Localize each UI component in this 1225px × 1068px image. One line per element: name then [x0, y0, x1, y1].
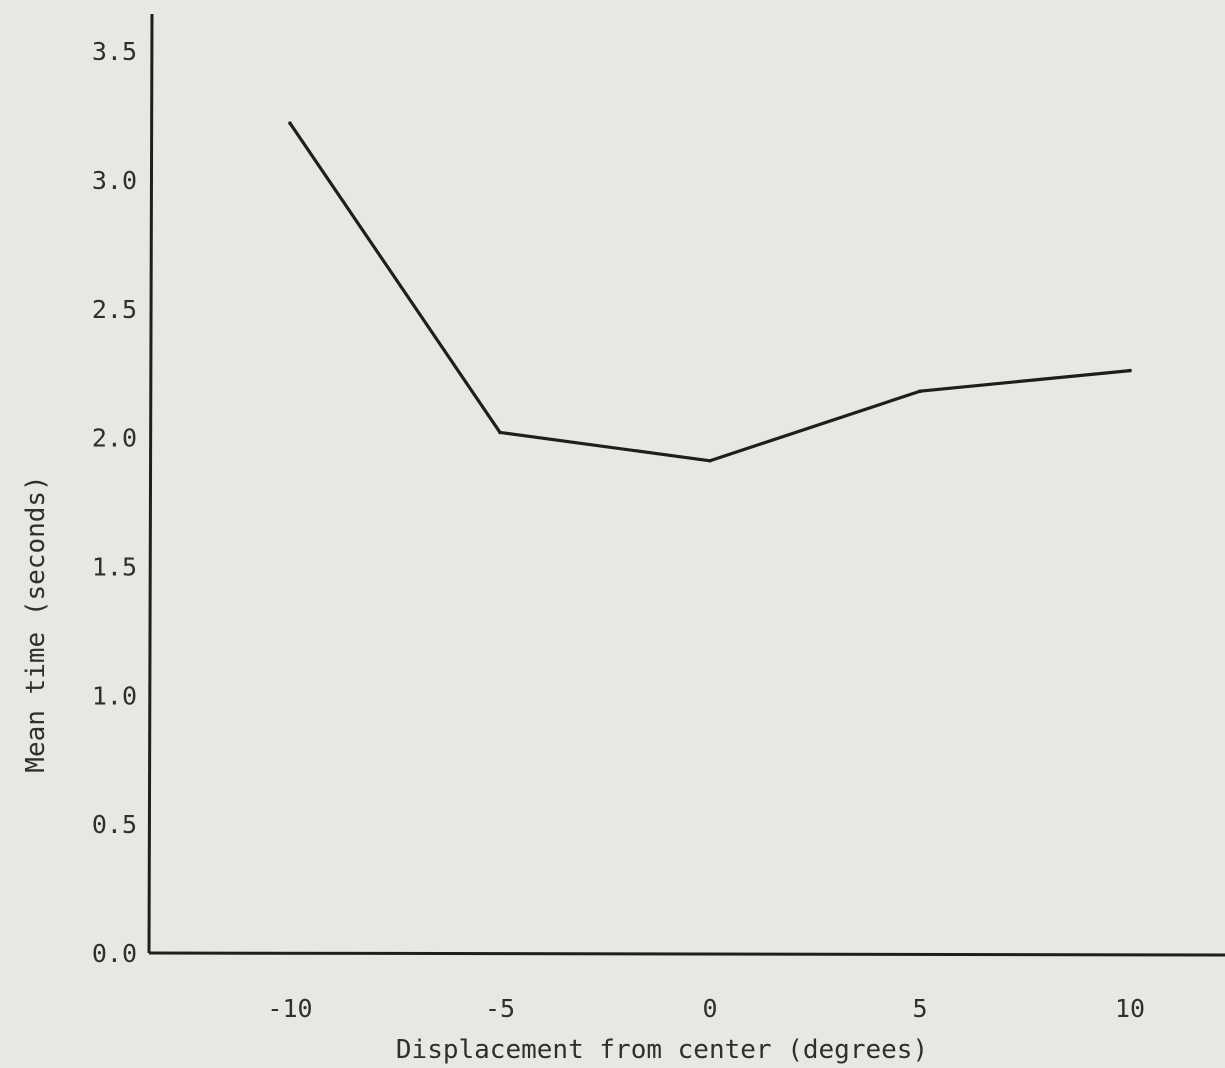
- y-tick-label: 0.0: [92, 939, 137, 968]
- data-point: [708, 458, 712, 463]
- y-tick-label: 1.0: [92, 681, 137, 710]
- y-tick-label: 2.0: [92, 424, 137, 453]
- axes: [147, 13, 1225, 957]
- series-group: [288, 121, 1132, 463]
- data-point: [918, 389, 922, 394]
- data-point: [288, 121, 292, 126]
- y-axis-title: Mean time (seconds): [21, 475, 51, 772]
- data-point: [498, 430, 502, 435]
- x-tick-label: 10: [1115, 994, 1145, 1023]
- data-point: [1128, 368, 1132, 373]
- y-tick-labels: 0.0 0.5 1.0 1.5 2.0 2.5 3.0 3.5: [92, 37, 137, 968]
- y-tick-label: 1.5: [92, 552, 137, 581]
- x-tick-label: -10: [267, 994, 312, 1023]
- y-tick-label: 0.5: [92, 810, 137, 839]
- x-tick-label: 5: [912, 994, 927, 1023]
- y-tick-label: 3.5: [92, 37, 137, 66]
- y-tick-label: 2.5: [92, 295, 137, 324]
- x-tick-label: -5: [485, 994, 515, 1023]
- x-tick-label: 0: [702, 994, 717, 1023]
- x-tick-labels: -10 -5 0 5 10: [267, 994, 1145, 1023]
- y-tick-label: 3.0: [92, 166, 137, 195]
- x-axis-title: Displacement from center (degrees): [396, 1035, 928, 1065]
- x-axis-line: [148, 951, 1225, 957]
- y-axis-line: [147, 13, 154, 954]
